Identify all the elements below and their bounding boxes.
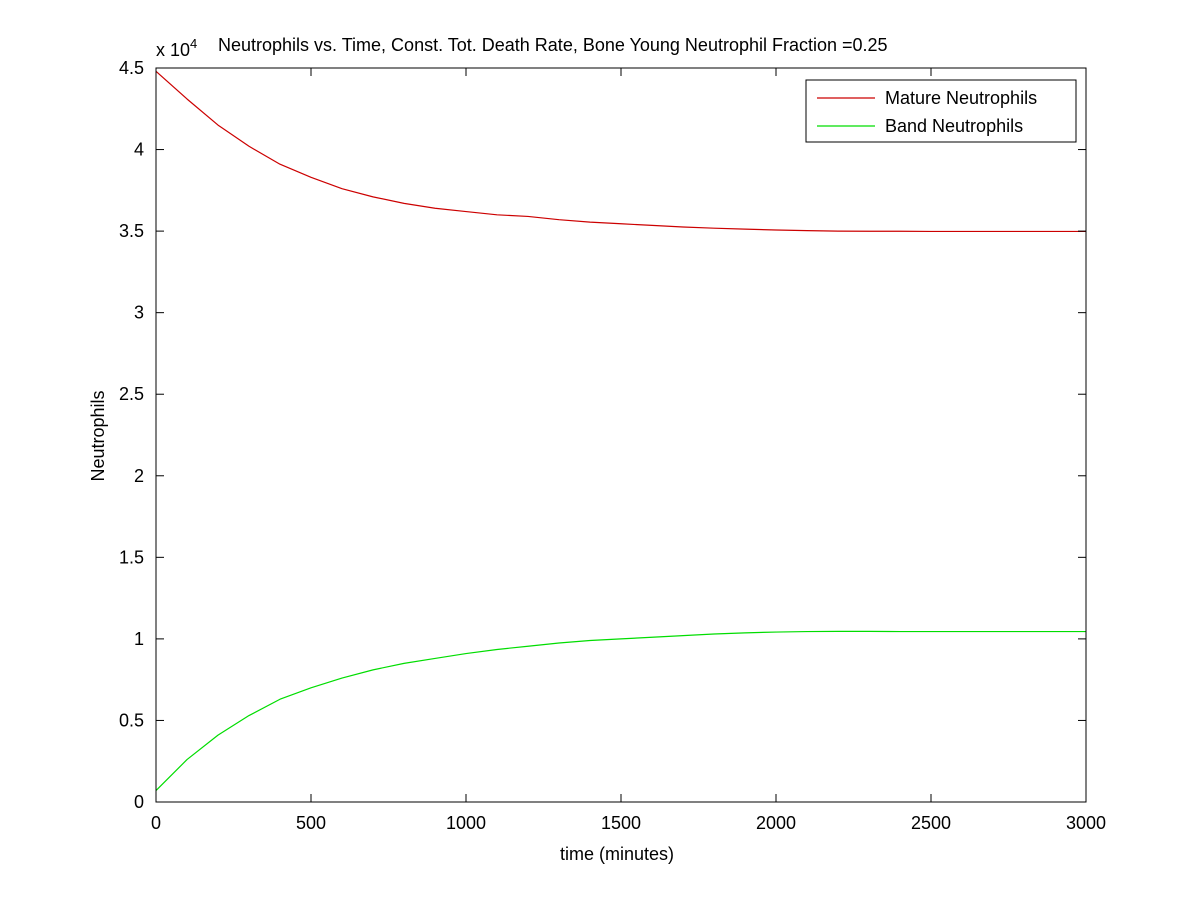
- y-tick-label: 2.5: [119, 384, 144, 404]
- y-axis-label: Neutrophils: [88, 390, 108, 481]
- x-tick-label: 2000: [756, 813, 796, 833]
- x-tick-label: 1500: [601, 813, 641, 833]
- y-tick-label: 3.5: [119, 221, 144, 241]
- x-tick-label: 2500: [911, 813, 951, 833]
- y-exponent-prefix: x 10: [156, 40, 190, 60]
- y-exponent-label: x 104: [156, 36, 197, 60]
- x-tick-label: 500: [296, 813, 326, 833]
- y-axis: 0 0.5 1 1.5 2 2.5 3 3.5 4 4.5: [119, 58, 1086, 812]
- x-axis-label: time (minutes): [560, 844, 674, 864]
- x-tick-label: 0: [151, 813, 161, 833]
- y-tick-label: 0.5: [119, 710, 144, 730]
- series-line-mature-neutrophils: [155, 70, 1086, 233]
- x-tick-label: 1000: [446, 813, 486, 833]
- legend-box: [805, 79, 1077, 143]
- y-tick-label: 1.5: [119, 547, 144, 567]
- y-exponent-power: 4: [190, 36, 197, 51]
- y-tick-label: 1: [134, 629, 144, 649]
- chart-title: Neutrophils vs. Time, Const. Tot. Death …: [218, 35, 888, 55]
- legend-entry-band-neutrophils: Band Neutrophils: [885, 116, 1023, 136]
- legend-entry-mature-neutrophils: Mature Neutrophils: [885, 88, 1037, 108]
- series-layer: [155, 70, 1086, 792]
- y-tick-label: 3: [134, 303, 144, 323]
- legend: Mature Neutrophils Band Neutrophils: [805, 79, 1077, 143]
- y-tick-label: 4.5: [119, 58, 144, 78]
- y-tick-label: 4: [134, 140, 144, 160]
- series-line-band-neutrophils: [155, 630, 1086, 792]
- x-axis: 0 500 1000 1500 2000 2500 3000: [151, 68, 1106, 833]
- y-tick-label: 0: [134, 792, 144, 812]
- plot-area: [156, 68, 1086, 802]
- y-tick-label: 2: [134, 466, 144, 486]
- x-tick-label: 3000: [1066, 813, 1106, 833]
